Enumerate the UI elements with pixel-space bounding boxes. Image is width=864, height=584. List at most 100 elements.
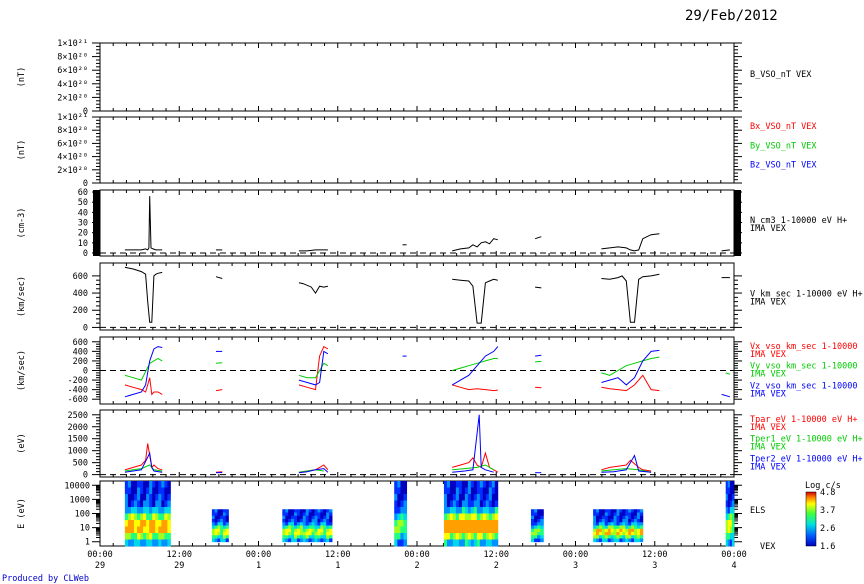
spectrogram-cell bbox=[164, 487, 168, 495]
spectrogram-cell bbox=[296, 512, 301, 517]
series-legend-sub: IMA VEX bbox=[750, 370, 787, 380]
spectrogram-cell bbox=[464, 494, 469, 501]
spectrogram-cell bbox=[394, 526, 398, 534]
spectrogram-cell bbox=[455, 487, 460, 495]
spectrogram-cell bbox=[534, 525, 538, 530]
spectrogram-cell bbox=[731, 507, 735, 514]
spectrogram-cell bbox=[473, 513, 478, 521]
spectrogram-cell bbox=[628, 531, 632, 536]
spectrogram-cell bbox=[540, 518, 544, 523]
spectrogram-cell bbox=[220, 522, 224, 526]
spectrogram-cell bbox=[394, 533, 398, 540]
spectrogram-cell bbox=[220, 535, 224, 539]
spectrogram-cell bbox=[639, 525, 644, 530]
spectrogram-cell bbox=[137, 500, 141, 508]
spectrogram-cell bbox=[537, 531, 541, 536]
spectrogram-cell bbox=[124, 481, 129, 488]
spectrogram-cell bbox=[314, 518, 318, 523]
spectrogram-cell bbox=[214, 522, 218, 526]
spectrogram-cell bbox=[467, 507, 472, 514]
spectrogram-cell bbox=[458, 520, 463, 527]
spectrogram-cell bbox=[127, 539, 132, 547]
day-tick-label: 4 bbox=[731, 561, 736, 571]
spectrogram-cell bbox=[729, 539, 733, 547]
spectrogram-cell bbox=[394, 494, 398, 501]
spectrogram-cell bbox=[314, 512, 318, 517]
spectrogram-cell bbox=[613, 535, 617, 539]
spectrogram-cell bbox=[225, 515, 229, 520]
spectrogram-cell bbox=[452, 533, 457, 540]
spectrogram-cell bbox=[403, 526, 408, 534]
series-legend-label: N_cm3 1-10000 eV H+ bbox=[750, 216, 847, 226]
spectrogram-cell bbox=[443, 507, 448, 514]
spectrogram-cell bbox=[604, 509, 609, 513]
series-line-0 bbox=[601, 273, 660, 323]
spectrogram-cell bbox=[470, 487, 475, 495]
spectrogram-cell bbox=[397, 526, 401, 534]
spectrogram-cell bbox=[534, 528, 538, 533]
spectrogram-cell bbox=[731, 494, 735, 501]
spectrogram-cell bbox=[452, 513, 457, 521]
spectrogram-cell bbox=[455, 481, 460, 488]
spectrogram-cell bbox=[161, 494, 165, 501]
colorbar-title: Log c/s bbox=[805, 481, 841, 491]
series-line-0 bbox=[298, 249, 328, 252]
spectrogram-cell bbox=[400, 500, 404, 508]
spectrogram-cell bbox=[124, 526, 129, 534]
spectrogram-cell bbox=[610, 528, 614, 533]
spectrogram-cell bbox=[222, 535, 227, 539]
spectrogram-cell bbox=[731, 513, 735, 521]
spectrogram-cell bbox=[636, 515, 641, 520]
spectrogram-cell bbox=[403, 481, 408, 488]
spectrogram-cell bbox=[302, 518, 307, 523]
spectrogram-cell bbox=[155, 487, 159, 495]
spectrogram-cell bbox=[167, 487, 171, 495]
spectrogram-cell bbox=[458, 507, 463, 514]
y-tick-label: 10 bbox=[78, 239, 88, 249]
spectrogram-cell bbox=[604, 525, 609, 530]
series-line-1 bbox=[215, 362, 223, 364]
spectrogram-cell bbox=[625, 509, 629, 513]
spectrogram-cell bbox=[296, 525, 301, 530]
spectrogram-cell bbox=[607, 531, 612, 536]
spectrogram-cell bbox=[729, 481, 733, 488]
spectrogram-cell bbox=[211, 525, 216, 530]
spectrogram-cell bbox=[596, 525, 600, 530]
spectrogram-cell bbox=[725, 507, 729, 514]
spectrogram-cell bbox=[323, 525, 327, 530]
spectrogram-cell bbox=[482, 520, 487, 527]
spectrogram-cell bbox=[133, 494, 138, 501]
spectrogram-cell bbox=[167, 481, 171, 488]
spectrogram-right-sub: VEX bbox=[760, 542, 776, 552]
spectrogram-cell bbox=[308, 518, 312, 523]
spectrogram-cell bbox=[220, 525, 224, 530]
y-tick-label: 6×10²⁰ bbox=[57, 139, 88, 149]
spectrogram-cell bbox=[282, 528, 286, 533]
spectrogram-cell bbox=[308, 512, 312, 517]
spectrogram-cell bbox=[317, 525, 321, 530]
spectrogram-cell bbox=[282, 525, 286, 530]
spectrogram-cell bbox=[636, 518, 641, 523]
series-legend-sub: IMA VEX bbox=[750, 389, 787, 399]
y-tick-label: 2×10²⁰ bbox=[57, 166, 88, 176]
spectrogram-cell bbox=[479, 500, 484, 508]
spectrogram-cell bbox=[222, 531, 227, 536]
spectrogram-cell bbox=[143, 533, 147, 540]
spectrogram-cell bbox=[634, 522, 638, 526]
spectrogram-cell bbox=[124, 500, 129, 508]
spectrogram-cell bbox=[604, 515, 609, 520]
spectrogram-cell bbox=[302, 528, 307, 533]
spectrogram-cell bbox=[308, 528, 312, 533]
spectrogram-cell bbox=[222, 515, 227, 520]
spectrogram-cell bbox=[164, 481, 168, 488]
spectrogram-cell bbox=[167, 513, 171, 521]
spectrogram-cell bbox=[725, 533, 729, 540]
spectrogram-cell bbox=[622, 531, 626, 536]
spectrogram-cell bbox=[403, 513, 408, 521]
spectrogram-cell bbox=[130, 520, 135, 527]
spectrogram-cell bbox=[485, 513, 490, 521]
spectrogram-cell bbox=[220, 538, 224, 543]
spectrogram-cell bbox=[616, 512, 620, 517]
spectrogram-cell bbox=[482, 481, 487, 488]
spectrogram-cell bbox=[214, 515, 218, 520]
